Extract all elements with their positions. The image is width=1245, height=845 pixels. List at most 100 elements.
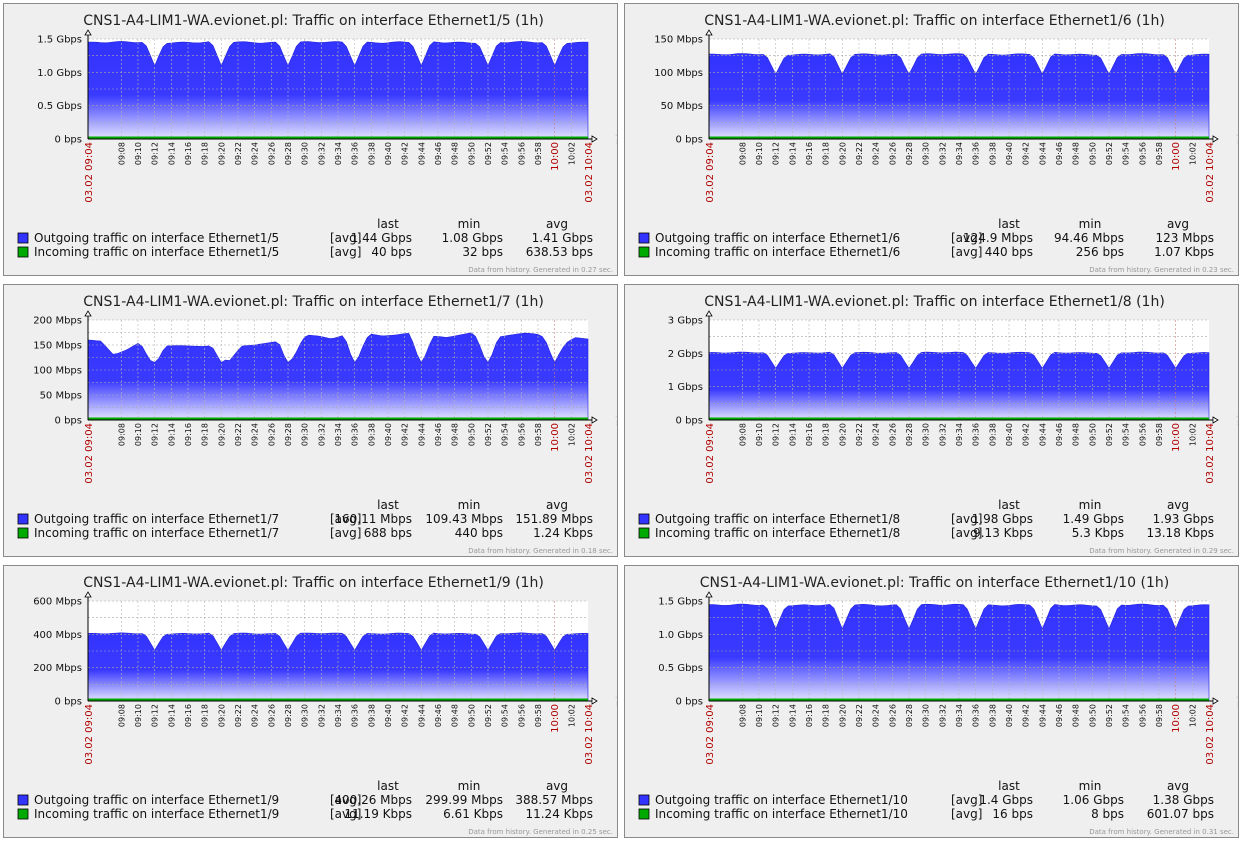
x-tick-label: 09:18	[201, 704, 210, 727]
x-tick-label: 10:02	[567, 423, 576, 446]
x-axis-arrow	[1212, 135, 1219, 143]
x-tick-label: 09:10	[134, 423, 143, 446]
x-tick-label: 09:26	[267, 704, 276, 727]
x-tick-label: 09:42	[401, 142, 410, 165]
x-tick-label: 09:20	[217, 423, 226, 446]
zabbix-watermark: http://www.zabbix.com	[1236, 125, 1239, 200]
x-tick-label: 09:10	[755, 704, 764, 727]
x-start-label: 03.02 09:04	[84, 423, 95, 484]
x-tick-label: 09:32	[938, 423, 947, 446]
x-tick-label: 09:48	[1072, 704, 1081, 727]
legend-min-value: 299.99 Mbps	[425, 793, 503, 807]
chart-svg: CNS1-A4-LIM1-WA.evionet.pl: Traffic on i…	[638, 13, 1239, 274]
x-tick-label: 09:32	[938, 704, 947, 727]
x-tick-label: 09:42	[1022, 704, 1031, 727]
x-tick-label: 09:20	[838, 704, 847, 727]
legend-header-avg: avg	[1167, 217, 1189, 231]
x-tick-label: 10:02	[1188, 142, 1197, 165]
x-tick-label: 09:52	[484, 142, 493, 165]
x-tick-label: 09:16	[805, 142, 814, 165]
x-tick-label: 09:34	[955, 704, 964, 727]
x-axis-arrow	[1212, 416, 1219, 424]
x-tick-label: 09:12	[772, 142, 781, 165]
x-tick-label: 09:32	[317, 704, 326, 727]
x-tick-label: 09:38	[988, 142, 997, 165]
legend-avg-value: 1.38 Gbps	[1153, 793, 1214, 807]
legend-swatch-outgoing	[638, 513, 650, 525]
x-tick-label: 09:50	[467, 142, 476, 165]
graph-panel-eth1-7: CNS1-A4-LIM1-WA.evionet.pl: Traffic on i…	[3, 284, 618, 557]
chart-svg: CNS1-A4-LIM1-WA.evionet.pl: Traffic on i…	[17, 294, 618, 555]
x-tick-label: 09:14	[788, 704, 797, 727]
legend-avg-value: 13.18 Kbps	[1146, 526, 1214, 540]
x-tick-label: 09:26	[267, 142, 276, 165]
x-tick-label: 09:46	[1055, 704, 1064, 727]
x-tick-label: 09:26	[888, 704, 897, 727]
x-tick-label: 09:38	[988, 704, 997, 727]
y-tick-label: 0 bps	[55, 697, 82, 708]
legend-swatch-incoming	[638, 808, 650, 820]
y-tick-label: 1.5 Gbps	[658, 597, 703, 608]
x-tick-label: 09:50	[467, 704, 476, 727]
y-axis-arrow	[84, 29, 92, 36]
legend-min-value: 94.46 Mbps	[1054, 231, 1124, 245]
legend-header-avg: avg	[1167, 498, 1189, 512]
footer-note: Data from history. Generated in 0.23 sec…	[1089, 266, 1234, 274]
legend-header-last: last	[377, 779, 399, 793]
y-tick-label: 200 Mbps	[33, 663, 82, 674]
y-tick-label: 1.0 Gbps	[658, 630, 703, 641]
x-tick-label: 09:54	[1122, 423, 1131, 446]
series-outgoing-area	[708, 603, 1210, 702]
legend-header-avg: avg	[546, 217, 568, 231]
legend-last-value: 9.13 Kbps	[973, 526, 1033, 540]
y-axis-arrow	[705, 29, 713, 36]
x-tick-label: 09:40	[384, 704, 393, 727]
legend-series-name: Outgoing traffic on interface Ethernet1/…	[655, 512, 900, 526]
legend-agg-label: [avg]	[330, 526, 361, 540]
legend-series-name: Outgoing traffic on interface Ethernet1/…	[34, 793, 279, 807]
x-tick-label: 09:46	[1055, 142, 1064, 165]
legend-avg-value: 151.89 Mbps	[515, 512, 593, 526]
x-tick-label: 09:46	[434, 423, 443, 446]
x-tick-label: 09:44	[417, 142, 426, 165]
y-tick-label: 1.5 Gbps	[37, 35, 82, 46]
legend-min-value: 256 bps	[1076, 245, 1124, 259]
legend-min-value: 8 bps	[1091, 807, 1124, 821]
y-tick-label: 50 Mbps	[40, 391, 82, 402]
y-tick-label: 0 bps	[676, 135, 703, 146]
x-tick-label: 09:36	[351, 142, 360, 165]
legend-agg-label: [avg]	[330, 231, 361, 245]
chart-svg: CNS1-A4-LIM1-WA.evionet.pl: Traffic on i…	[638, 575, 1238, 836]
x-tick-label: 09:42	[1022, 423, 1031, 446]
legend-header-last: last	[998, 498, 1020, 512]
x-tick-label: 09:44	[417, 704, 426, 727]
x-tick-label: 09:50	[1088, 423, 1097, 446]
legend-agg-label: [avg]	[951, 512, 982, 526]
y-tick-label: 0.5 Gbps	[37, 101, 82, 112]
footer-note: Data from history. Generated in 0.27 sec…	[468, 266, 613, 274]
x-tick-label: 09:50	[467, 423, 476, 446]
y-tick-label: 600 Mbps	[33, 597, 82, 608]
x-tick-label: 09:30	[301, 423, 310, 446]
x-end-label: 03.02 10:04	[1205, 142, 1216, 203]
legend-swatch-outgoing	[638, 232, 650, 244]
x-tick-label: 09:52	[484, 704, 493, 727]
legend-header-min: min	[1079, 498, 1102, 512]
x-tick-label: 09:20	[838, 142, 847, 165]
x-tick-label: 09:38	[367, 142, 376, 165]
x-axis-arrow	[1212, 697, 1219, 705]
x-tick-label: 09:20	[217, 142, 226, 165]
x-tick-label: 09:56	[517, 423, 526, 446]
zabbix-watermark: http://www.zabbix.com	[615, 406, 618, 481]
y-tick-label: 150 Mbps	[654, 35, 703, 46]
x-tick-label: 09:30	[922, 704, 931, 727]
legend-agg-label: [avg]	[951, 793, 982, 807]
x-tick-label: 10:00	[550, 423, 561, 452]
legend-last-value: 160.11 Mbps	[334, 512, 412, 526]
x-tick-label: 10:02	[567, 142, 576, 165]
x-tick-label: 09:36	[972, 704, 981, 727]
y-tick-label: 0 bps	[676, 697, 703, 708]
legend-agg-label: [avg]	[951, 231, 982, 245]
x-axis-arrow	[591, 135, 598, 143]
x-tick-label: 09:22	[855, 423, 864, 446]
